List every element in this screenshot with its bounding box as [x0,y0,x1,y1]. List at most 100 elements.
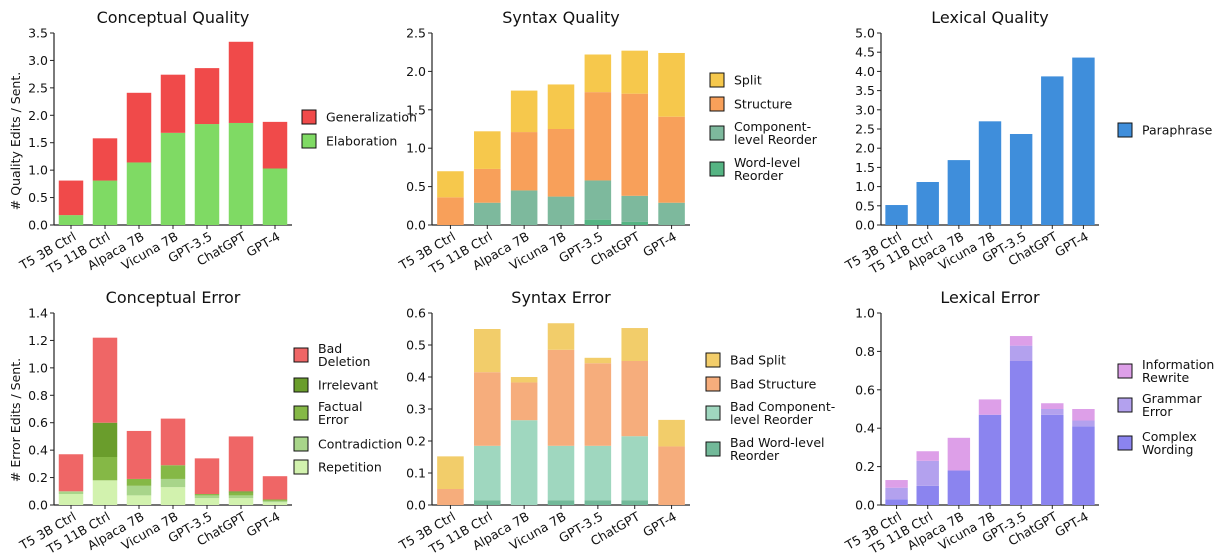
bar-segment [474,329,501,373]
chart-title: Lexical Error [940,288,1040,307]
legend-label: Split [734,73,762,88]
y-tick-label: 3.5 [855,83,875,98]
bar-segment [621,361,648,437]
legend-label: Contradiction [318,437,402,452]
bar-segment [126,430,152,479]
bar-segment [474,372,501,446]
bar-segment [228,498,254,505]
bar-segment [547,84,575,129]
bar-segment [437,489,464,505]
bar-segment [126,495,152,505]
y-tick-label: 2.5 [855,122,875,137]
bar-segment [584,54,612,93]
legend-label: Elaboration [326,134,397,149]
y-tick-label: 0.5 [406,179,426,194]
bar-segment [916,485,939,505]
legend-swatch [301,109,317,125]
legend-label: Generalization [326,110,417,125]
bar-segment [584,92,612,181]
bar-segment [262,168,288,225]
bar-segment [916,181,939,225]
y-tick-label: 1.5 [28,135,48,150]
bar-segment [160,465,186,479]
bar-segment [1072,409,1095,421]
y-tick-label: 1.2 [28,333,48,348]
y-tick-label: 2.0 [855,141,875,156]
legend-swatch [293,405,309,421]
y-tick-label: 3.0 [28,53,48,68]
bar-segment [621,93,648,196]
legend-swatch [709,125,725,141]
chart-title: Lexical Quality [931,8,1048,27]
bar-segment [262,476,288,500]
legend-swatch [301,133,317,149]
legend-swatch [293,459,309,475]
legend-label: Paraphrase [1142,123,1213,138]
bar-segment [978,121,1002,225]
y-tick-label: 0.5 [28,190,48,205]
bar-segment [437,456,464,489]
bar-segment [621,328,648,361]
legend-label: Factual Error [318,399,363,427]
bar-segment [947,160,971,225]
bar-segment [885,487,908,500]
bar-segment [547,323,575,350]
y-tick-label: 1.0 [406,141,426,156]
bar-segment [92,480,118,505]
y-tick-label: 0.6 [28,415,48,430]
bar-segment [1009,133,1033,225]
bar-segment [160,418,186,466]
bar-segment [547,129,575,197]
bar-segment [1041,76,1064,225]
y-tick-label: 2.5 [406,26,426,41]
y-tick-label: 1.0 [855,179,875,194]
bar-segment [194,494,220,496]
bar-segment [547,196,575,225]
bar-segment [658,202,685,225]
bar-segment [58,454,84,492]
bar-segment [92,457,118,481]
legend-label: Bad Split [730,353,786,368]
y-tick-label: 1.4 [28,306,48,321]
y-tick-label: 0.4 [28,443,48,458]
bar-segment [58,180,84,216]
bar-segment [194,458,220,495]
legend-label: Bad Structure [730,377,817,392]
y-tick-label: 0.8 [855,344,875,359]
y-tick-label: 0.4 [855,421,875,436]
bar-segment [92,138,118,181]
y-tick-label: 4.0 [855,64,875,79]
legend-swatch [1117,435,1133,451]
y-tick-label: 2.0 [28,108,48,123]
legend-label: Word-level Reorder [734,155,800,183]
y-tick-label: 5.0 [855,26,875,41]
bar-segment [194,495,220,499]
bar-segment [474,500,501,505]
row-2-ylabel: # Error Edits / Sent. [8,358,23,482]
bar-segment [92,422,118,457]
row-1-ylabel: # Quality Edits / Sent. [8,72,23,210]
bar-segment [1072,57,1095,225]
y-tick-label: 0.3 [406,402,426,417]
legend-swatch [705,405,721,421]
legend-swatch [709,96,725,112]
legend-label: Bad Component-level Reorder [730,399,835,427]
y-tick-label: 0.2 [855,459,875,474]
bar-segment [58,494,84,505]
bar-segment [510,377,538,383]
bar-segment [437,197,464,225]
bar-segment [947,470,971,505]
legend-swatch [1117,122,1133,138]
bar-segment [584,357,612,364]
bar-segment [547,349,575,446]
bar-segment [160,132,186,225]
bar-segment [658,419,685,447]
bar-segment [1041,414,1064,505]
legend-swatch [705,352,721,368]
bar-segment [584,363,612,446]
y-tick-label: 0.6 [406,306,426,321]
legend-label: Complex Wording [1142,429,1197,457]
bar-segment [228,495,254,499]
